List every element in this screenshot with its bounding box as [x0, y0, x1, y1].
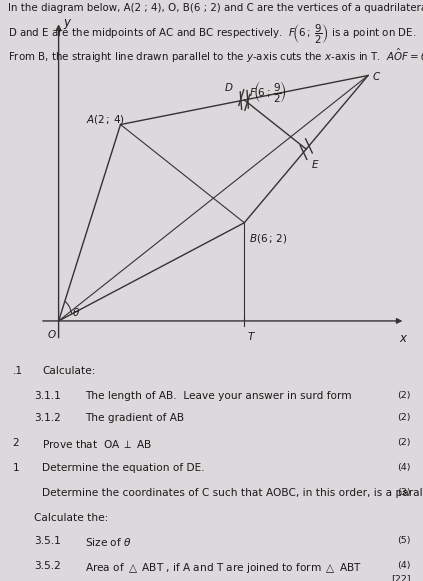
Text: (2): (2): [397, 413, 410, 422]
Text: $C$: $C$: [372, 70, 381, 83]
Text: In the diagram below, A(2 ; 4), O, B(6 ; 2) and C are the vertices of a quadrila: In the diagram below, A(2 ; 4), O, B(6 ;…: [8, 3, 423, 13]
Text: $B(6\,;\,2)$: $B(6\,;\,2)$: [249, 232, 287, 245]
Text: (2): (2): [397, 390, 410, 400]
Text: $y$: $y$: [63, 17, 72, 31]
Text: $O$: $O$: [47, 328, 57, 340]
Text: 3.1.1: 3.1.1: [34, 390, 60, 401]
Text: Determine the equation of DE.: Determine the equation of DE.: [42, 463, 205, 473]
Text: $F\!\left(\!6\,;\,\dfrac{9}{2}\!\right)$: $F\!\left(\!6\,;\,\dfrac{9}{2}\!\right)$: [249, 78, 286, 105]
Text: (3): (3): [397, 488, 410, 497]
Text: Determine the coordinates of C such that AOBC, in this order, is a parallelogram: Determine the coordinates of C such that…: [42, 488, 423, 498]
Text: 3.1.2: 3.1.2: [34, 413, 60, 424]
Text: (5): (5): [397, 536, 410, 544]
Text: Calculate the:: Calculate the:: [34, 513, 108, 523]
Text: $E$: $E$: [311, 158, 319, 170]
Text: $T$: $T$: [247, 329, 256, 342]
Text: .1: .1: [13, 366, 23, 376]
Text: $A(2\,;\,4)$: $A(2\,;\,4)$: [86, 113, 125, 125]
Text: [22]: [22]: [391, 574, 410, 581]
Text: The gradient of AB: The gradient of AB: [85, 413, 184, 424]
Text: Prove that  OA $\perp$ AB: Prove that OA $\perp$ AB: [42, 438, 153, 450]
Text: The length of AB.  Leave your answer in surd form: The length of AB. Leave your answer in s…: [85, 390, 351, 401]
Text: Area of $\triangle$ ABT , if A and T are joined to form $\triangle$ ABT: Area of $\triangle$ ABT , if A and T are…: [85, 561, 362, 575]
Text: (4): (4): [397, 463, 410, 472]
Text: 2: 2: [13, 438, 19, 449]
Text: 3.5.1: 3.5.1: [34, 536, 60, 546]
Text: 3.5.2: 3.5.2: [34, 561, 60, 571]
Text: $x$: $x$: [399, 332, 409, 345]
Text: 1: 1: [13, 463, 19, 473]
Text: (4): (4): [397, 561, 410, 569]
Text: From B, the straight line drawn parallel to the $y$-axis cuts the $x$-axis in T.: From B, the straight line drawn parallel…: [8, 46, 423, 64]
Text: D and E are the midpoints of AC and BC respectively.  $F\!\left(6\,;\,\dfrac{9}{: D and E are the midpoints of AC and BC r…: [8, 23, 417, 46]
Text: $D$: $D$: [224, 81, 233, 93]
Text: $\theta$: $\theta$: [71, 306, 80, 318]
Text: Calculate:: Calculate:: [42, 366, 96, 376]
Text: (2): (2): [397, 438, 410, 447]
Text: Size of $\theta$: Size of $\theta$: [85, 536, 131, 548]
